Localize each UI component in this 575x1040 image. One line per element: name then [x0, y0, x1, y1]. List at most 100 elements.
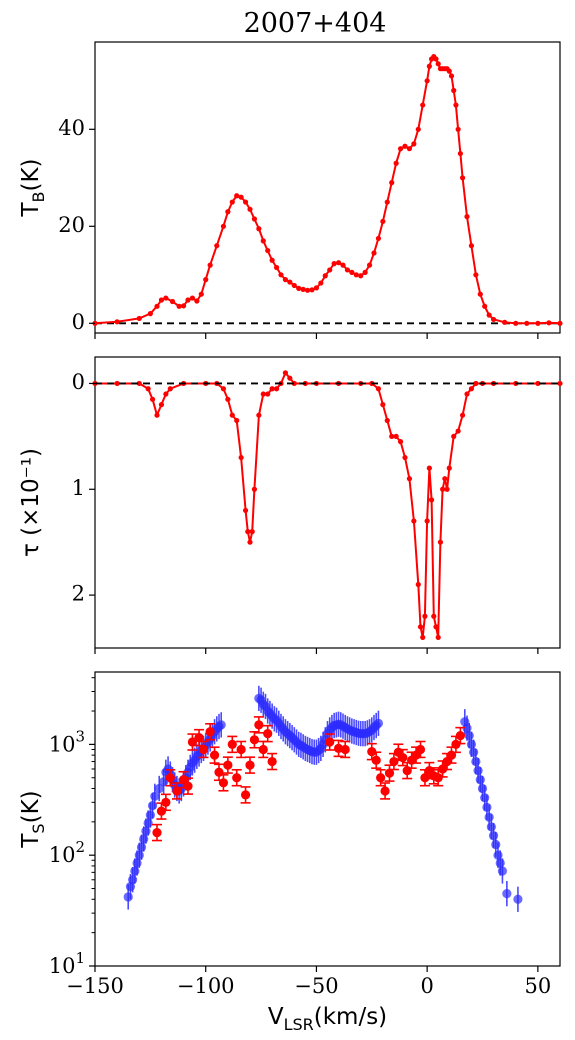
tau-point	[433, 624, 439, 630]
tb-point	[426, 63, 432, 69]
tb-point	[446, 68, 452, 74]
tb-point	[114, 319, 120, 325]
blue-point	[136, 842, 147, 852]
blue-point	[150, 791, 160, 801]
red-point	[187, 737, 198, 747]
tb-point	[424, 78, 430, 84]
red-point	[165, 773, 175, 783]
tau-point	[163, 391, 169, 397]
red-point	[236, 744, 246, 755]
blue-point	[128, 875, 138, 885]
red-point	[194, 733, 204, 743]
tau-point	[415, 581, 421, 588]
tau-point	[435, 634, 441, 641]
tau-point	[422, 613, 428, 619]
tau-point	[234, 417, 240, 424]
tb-point	[384, 199, 390, 205]
y-tick-label: 2	[72, 582, 85, 606]
blue-point	[464, 731, 474, 741]
tb-point	[300, 286, 306, 292]
red-point	[258, 744, 268, 755]
tau-point	[402, 454, 408, 461]
tb-point	[214, 243, 220, 249]
y-tick-label: 0	[72, 310, 85, 334]
tb-point	[273, 264, 280, 271]
tau-point	[229, 412, 235, 418]
red-point	[340, 744, 350, 755]
tb-point	[154, 303, 160, 309]
tau-point	[269, 386, 275, 392]
blue-point	[488, 831, 499, 841]
red-point	[254, 720, 264, 730]
blue-point	[147, 801, 158, 811]
tb-point	[198, 291, 204, 297]
tb-point	[451, 87, 457, 94]
red-point	[376, 773, 386, 783]
x-axis-label: VLSR(km/s)	[268, 1004, 387, 1034]
tb-point	[322, 273, 328, 279]
tb-point	[524, 320, 530, 326]
tb-point	[468, 243, 475, 249]
tb-point	[535, 320, 541, 326]
tb-point	[260, 238, 266, 244]
tb-point	[557, 320, 563, 326]
tb-point	[371, 250, 377, 256]
red-point	[232, 773, 242, 783]
tb-point	[296, 285, 302, 291]
tb-point	[464, 214, 470, 220]
red-point	[249, 735, 260, 745]
blue-point	[491, 839, 501, 850]
tb-point	[453, 102, 459, 108]
tau-point	[384, 417, 390, 424]
tau-point	[468, 386, 475, 392]
tb-point	[331, 261, 337, 267]
tau-point	[149, 396, 156, 402]
tau-point	[256, 412, 262, 418]
blue-point	[495, 858, 505, 868]
y-tick-label: 103	[49, 727, 85, 756]
tb-point	[513, 320, 519, 326]
tau-point	[282, 370, 289, 376]
tb-point	[194, 298, 200, 304]
plot-frame	[94, 41, 561, 334]
x-tick-label: −150	[66, 974, 124, 998]
tau-point	[242, 507, 249, 514]
tb-point	[482, 303, 488, 309]
plot-frame	[94, 671, 561, 967]
spin-temperature-panel: 101 102 103 −150 −100 −50 0 50 TS(K) VLSR(km/s)	[18, 671, 561, 1034]
y-tick-label: 101	[49, 949, 85, 978]
tb-point	[490, 316, 497, 323]
y-tick-label: 102	[49, 838, 85, 867]
red-point	[455, 731, 465, 741]
tb-point	[278, 272, 284, 278]
blue-point	[484, 812, 494, 822]
tb-point	[163, 295, 169, 301]
blue-point	[471, 756, 481, 767]
tau-point	[158, 402, 165, 408]
blue-point	[373, 718, 384, 728]
tb-point	[406, 146, 413, 152]
tau-point	[406, 476, 413, 482]
tau-point	[393, 433, 399, 439]
tau-point	[154, 412, 160, 418]
tb-point	[340, 262, 346, 268]
tb-point	[335, 260, 342, 266]
tau-point	[389, 433, 395, 439]
tau-point	[455, 428, 461, 434]
x-tick-label: 50	[524, 974, 551, 998]
y-axis-label: TB(K)	[18, 158, 48, 217]
tau-point	[420, 634, 426, 641]
blue-point	[141, 826, 151, 836]
red-point	[152, 827, 162, 838]
tb-point	[309, 287, 315, 293]
tau-point	[442, 476, 448, 482]
tau-point	[260, 391, 266, 397]
tb-point	[393, 160, 399, 166]
red-point	[325, 737, 335, 747]
tau-point	[411, 518, 417, 524]
tau-point	[440, 486, 446, 492]
blue-point	[493, 850, 503, 860]
tb-point	[229, 199, 235, 205]
tb-point	[546, 320, 552, 326]
blue-point	[143, 818, 153, 828]
